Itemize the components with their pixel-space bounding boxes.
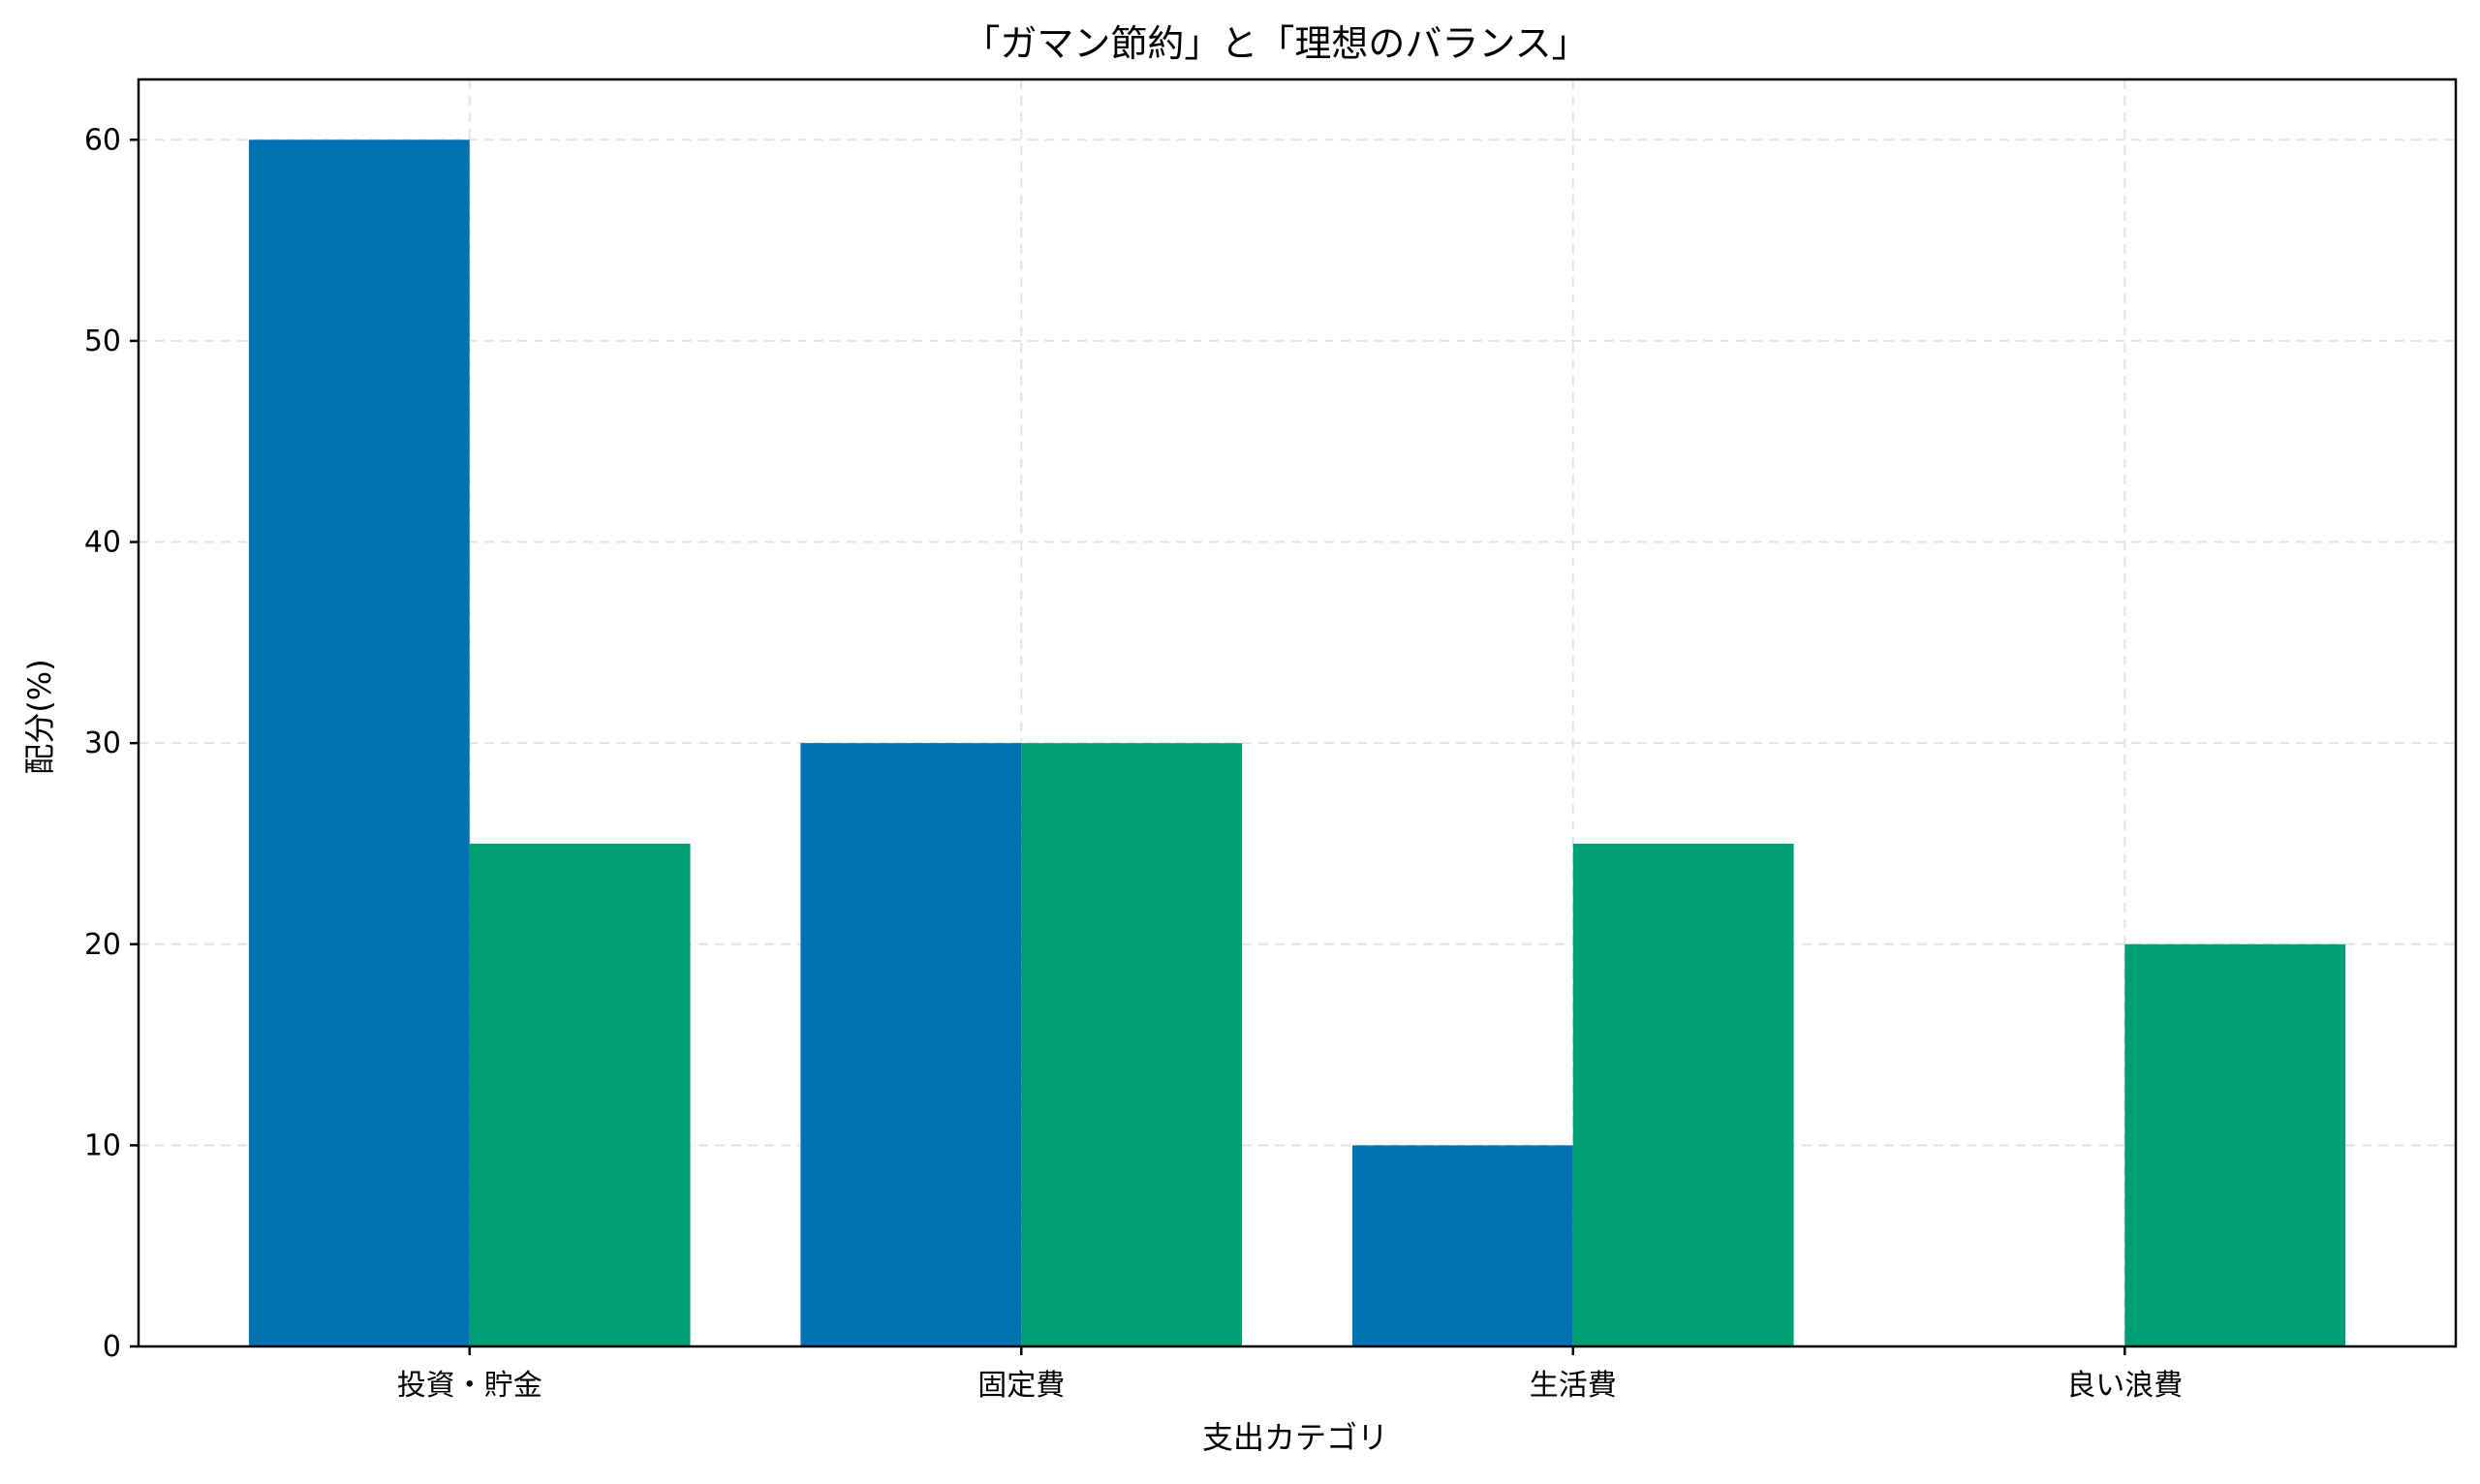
y-tick-label: 40 [84, 526, 121, 560]
x-tick-label: 投資・貯金 [397, 1369, 542, 1403]
y-tick-label: 30 [84, 727, 121, 760]
bar-series-1-3 [1351, 1145, 1573, 1346]
bar-series-1-2 [800, 743, 1022, 1346]
y-tick-label: 10 [84, 1128, 121, 1162]
y-tick-label: 50 [84, 325, 121, 358]
plot-frame [137, 77, 2458, 1348]
bar-series-1-1 [248, 139, 470, 1346]
x-tick-label: 固定費 [977, 1369, 1065, 1403]
chart-title: 「ガマン節約」と「理想のバランス」 [963, 22, 1588, 65]
bar-series-2-2 [1021, 743, 1243, 1346]
ticks: 0 10 20 30 40 50 60 投資・貯金 固定費 生活費 良い浪費 [84, 123, 2183, 1403]
bars [248, 139, 2346, 1346]
x-tick-label: 生活費 [1530, 1369, 1617, 1403]
bar-series-2-1 [469, 843, 691, 1346]
y-tick-label: 20 [84, 928, 121, 962]
y-tick-label: 0 [103, 1330, 121, 1364]
y-tick-label: 60 [84, 123, 121, 157]
bar-series-2-3 [1572, 843, 1794, 1346]
x-axis-label: 支出カテゴリ [1202, 1419, 1388, 1456]
y-axis-label: 配分(%) [21, 659, 58, 774]
x-tick-label: 良い浪費 [2066, 1369, 2183, 1403]
bar-series-2-4 [2124, 943, 2346, 1346]
